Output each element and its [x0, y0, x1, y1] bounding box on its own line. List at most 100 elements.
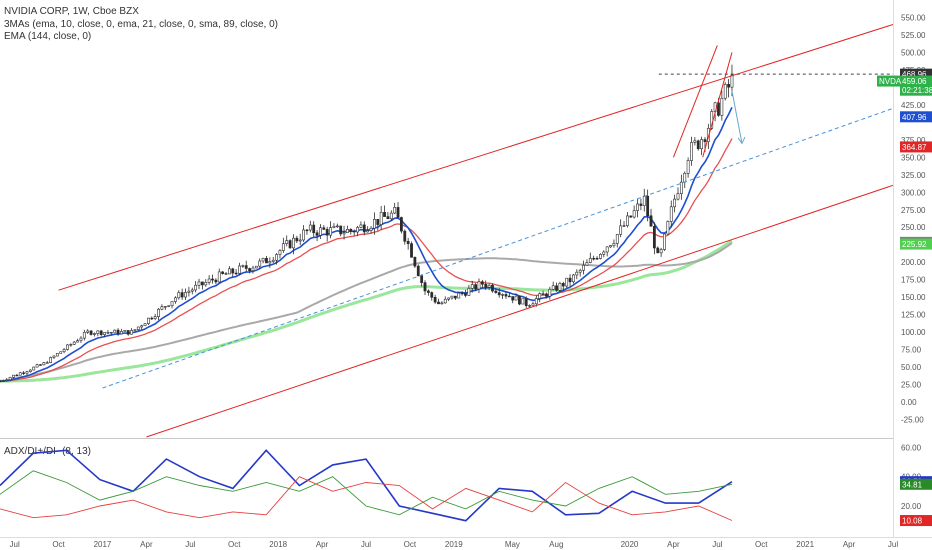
candle-body	[727, 84, 730, 88]
candle	[497, 288, 501, 298]
candle	[376, 219, 380, 231]
candle-body	[234, 272, 238, 275]
candle	[174, 296, 177, 304]
candle	[447, 297, 451, 302]
candle	[72, 341, 76, 345]
candle-body	[238, 265, 241, 274]
candle	[588, 252, 592, 264]
candle	[652, 222, 656, 255]
candle-body	[480, 281, 484, 285]
candle-body	[204, 282, 208, 286]
candle	[443, 296, 447, 304]
candle	[518, 295, 521, 306]
candle-body	[325, 229, 329, 236]
price-tick-label: 200.00	[901, 258, 926, 267]
candle-body	[346, 229, 349, 233]
candle-body	[386, 216, 390, 220]
candle-body	[12, 374, 15, 378]
candle-body	[383, 212, 386, 217]
candle-body	[25, 371, 29, 374]
candle	[308, 220, 312, 233]
candle-body	[352, 230, 356, 233]
candle	[646, 189, 650, 222]
candle	[359, 221, 363, 229]
candle	[514, 293, 518, 301]
candle	[548, 286, 552, 300]
candle	[582, 260, 585, 275]
candle	[669, 200, 673, 228]
candle-body	[22, 372, 26, 374]
candle-body	[467, 288, 471, 296]
candle	[720, 90, 724, 121]
candle	[649, 208, 653, 227]
candle-body	[312, 224, 316, 234]
candle	[639, 198, 643, 211]
candle	[723, 82, 727, 101]
candle	[592, 255, 596, 261]
candle-body	[484, 283, 488, 288]
candle-body	[413, 256, 417, 267]
candle	[194, 281, 198, 293]
candle-body	[8, 377, 12, 381]
candle	[25, 370, 29, 375]
candle	[673, 194, 677, 213]
candle	[528, 304, 531, 308]
candle	[22, 371, 26, 376]
time-tick-label: 2021	[796, 540, 814, 549]
candle	[406, 237, 410, 250]
price-badge-bg	[900, 75, 932, 87]
candle	[534, 295, 538, 307]
candle	[305, 229, 309, 235]
chart-frame	[0, 0, 932, 538]
candle	[207, 275, 211, 285]
price-badge-text: 407.96	[902, 113, 927, 122]
candle-body	[416, 265, 420, 277]
candle-body	[177, 292, 181, 299]
candle	[572, 273, 575, 284]
candle-body	[295, 237, 299, 242]
candle-body	[430, 292, 434, 298]
candle	[339, 225, 343, 237]
candle-body	[160, 306, 164, 310]
candle	[167, 305, 171, 308]
ema-legend[interactable]: EMA (144, close, 0)	[4, 31, 92, 42]
candle-body	[443, 298, 447, 304]
candle	[366, 226, 370, 233]
ma-legend[interactable]: 3MAs (ema, 10, close, 0, ema, 21, close,…	[4, 19, 279, 30]
candle	[254, 265, 258, 269]
candle	[123, 329, 127, 332]
price-badge-text: 225.92	[902, 240, 927, 249]
candle-body	[86, 330, 90, 333]
candle-body	[565, 277, 569, 287]
candle	[440, 301, 444, 305]
candle	[349, 228, 353, 235]
candle	[268, 257, 272, 268]
candlestick-series	[0, 64, 734, 383]
candle-body	[521, 298, 525, 305]
price-badge: 225.92	[900, 238, 932, 250]
candle-body	[548, 289, 552, 297]
chart-title[interactable]: NVIDIA CORP, 1W, Cboe BZX	[4, 6, 139, 17]
candle-body	[248, 268, 252, 271]
candle-body	[268, 261, 272, 264]
candle-body	[504, 294, 508, 297]
candle	[133, 329, 137, 332]
candle-body	[339, 225, 343, 235]
time-tick-label: Oct	[52, 540, 65, 549]
candle	[106, 329, 110, 335]
candle	[342, 225, 346, 240]
candle	[642, 188, 646, 212]
candle	[45, 360, 49, 364]
candle-body	[362, 224, 366, 233]
candle-body	[646, 195, 650, 217]
candle-body	[93, 333, 96, 335]
candle-body	[1, 380, 5, 382]
candle-body	[679, 181, 683, 194]
adx-badge: 10.08	[900, 515, 932, 527]
candle-body	[241, 265, 245, 267]
candle	[271, 257, 275, 264]
candle-body	[211, 278, 214, 281]
candle-body	[393, 207, 397, 214]
candle	[200, 281, 204, 290]
